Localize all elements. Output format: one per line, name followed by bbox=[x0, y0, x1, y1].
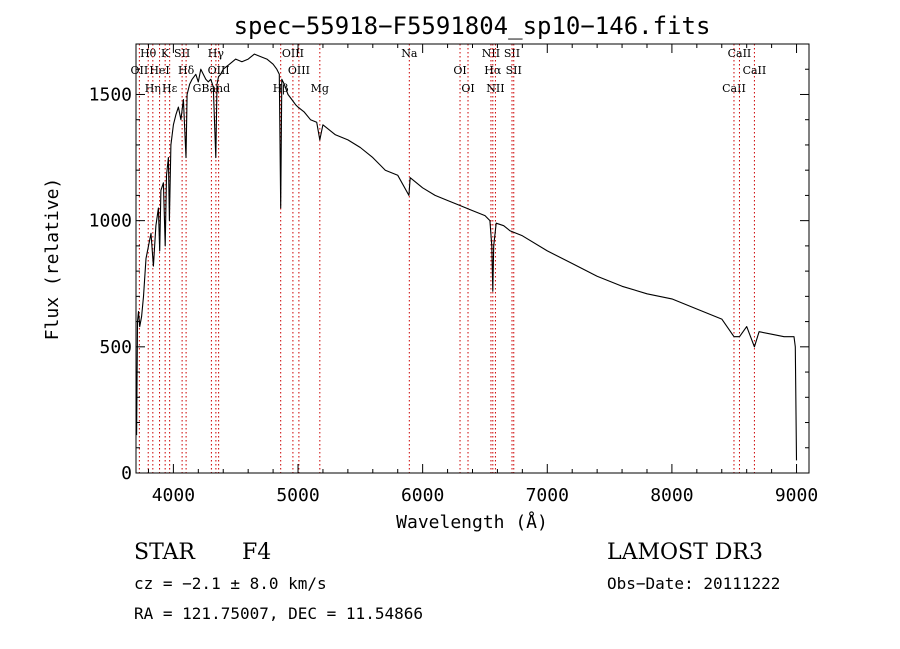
line-marker-label: OIII bbox=[208, 64, 230, 77]
line-marker-label: NII bbox=[482, 47, 500, 60]
line-marker-label: K bbox=[161, 47, 170, 60]
chart-title: spec−55918−F5591804_sp10−146.fits bbox=[234, 12, 711, 40]
y-tick-label: 500 bbox=[99, 337, 132, 358]
y-tick-label: 1000 bbox=[89, 211, 132, 232]
redshift-velocity: cz = −2.1 ± 8.0 km/s bbox=[134, 574, 327, 593]
x-tick-label: 7000 bbox=[526, 485, 569, 506]
x-tick-label: 5000 bbox=[276, 485, 319, 506]
y-axis-label: Flux (relative) bbox=[42, 178, 63, 341]
line-marker-label: OII bbox=[131, 64, 149, 77]
line-marker-label: Hγ bbox=[208, 47, 225, 60]
ra-dec: RA = 121.75007, DEC = 11.54866 bbox=[134, 604, 423, 623]
line-marker-label: SII bbox=[506, 64, 522, 77]
series-layer bbox=[136, 53, 798, 461]
survey-name: LAMOST DR3 bbox=[607, 540, 763, 565]
line-marker-label: GBand bbox=[193, 82, 231, 95]
line-marker-label: CaII bbox=[743, 64, 767, 77]
x-tick-label: 9000 bbox=[775, 485, 818, 506]
line-marker-label: Hη bbox=[145, 82, 161, 95]
line-marker-label: NII bbox=[486, 82, 504, 95]
line-marker-label: SII bbox=[174, 47, 190, 60]
obs-date: Obs−Date: 20111222 bbox=[607, 574, 781, 593]
line-marker-label: Hε bbox=[162, 82, 178, 95]
line-marker-label: HeI bbox=[149, 64, 169, 77]
x-tick-label: 4000 bbox=[152, 485, 195, 506]
line-marker-label: OI bbox=[461, 82, 474, 95]
line-marker-label: OIII bbox=[288, 64, 310, 77]
line-marker-label: CaII bbox=[722, 82, 746, 95]
x-tick-label: 6000 bbox=[401, 485, 444, 506]
y-tick-label: 0 bbox=[121, 463, 132, 484]
line-marker-label: Na bbox=[401, 47, 418, 60]
spectrum-line bbox=[136, 53, 798, 461]
y-tick-label: 1500 bbox=[89, 84, 132, 105]
line-marker-label: Hα bbox=[484, 64, 502, 77]
line-marker-label: SII bbox=[504, 47, 520, 60]
line-marker-label: Mg bbox=[311, 82, 329, 95]
axis-ticks: 4000 5000 6000 7000 8000 9000 0 500 1000 1500 bbox=[89, 43, 818, 506]
line-marker-label: Hδ bbox=[178, 64, 195, 77]
subclass: F4 bbox=[242, 540, 272, 565]
x-axis-label: Wavelength (Å) bbox=[396, 511, 548, 533]
plot-frame bbox=[135, 43, 810, 474]
object-class: STAR bbox=[134, 540, 195, 565]
line-marker-label: CaII bbox=[728, 47, 752, 60]
line-marker-label: OI bbox=[453, 64, 466, 77]
x-tick-label: 8000 bbox=[650, 485, 693, 506]
emission-line-markers: HθOIIHηKHeIHεSIIHδGBandHγOIIIHβOIIIOIIIM… bbox=[131, 44, 767, 473]
line-marker-label: Hθ bbox=[140, 47, 157, 60]
line-marker-label: OIII bbox=[282, 47, 304, 60]
